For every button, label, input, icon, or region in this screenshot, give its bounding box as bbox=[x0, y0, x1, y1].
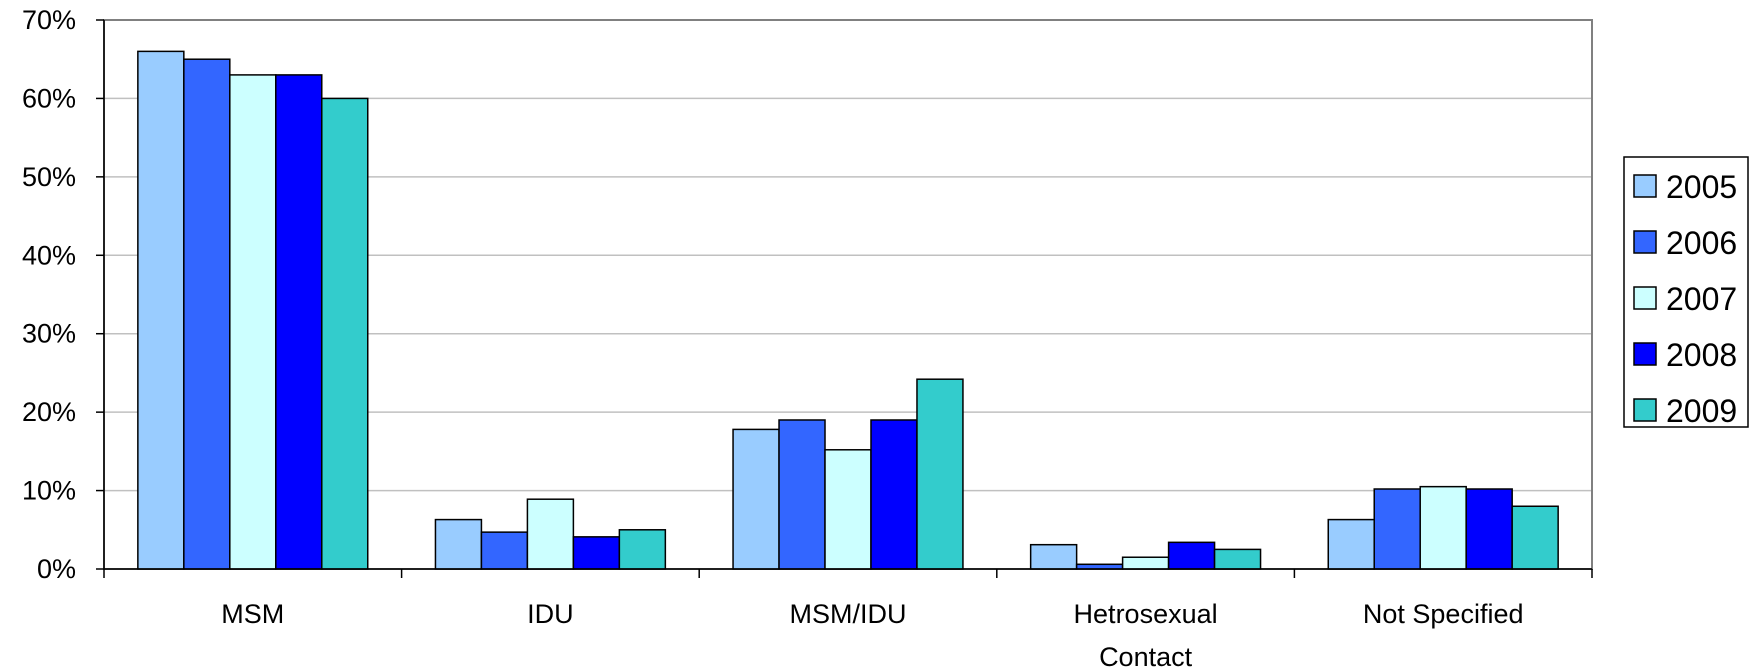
x-category-label: IDU bbox=[527, 599, 574, 629]
legend-swatch-2007 bbox=[1633, 286, 1657, 310]
bar-2005-cat4 bbox=[1327, 518, 1375, 570]
bars bbox=[137, 50, 1559, 570]
x-category-label: Hetrosexual Contact bbox=[1074, 599, 1218, 672]
bar-2009-cat2 bbox=[916, 378, 964, 570]
bar-2008-cat4 bbox=[1465, 488, 1513, 570]
bar-2008-cat2 bbox=[870, 419, 918, 570]
bar-2005-cat2 bbox=[732, 428, 780, 570]
legend-swatch-2008 bbox=[1633, 342, 1657, 366]
bar-2008-cat1 bbox=[572, 536, 621, 570]
bar-2005-cat0 bbox=[137, 50, 185, 570]
x-category-label: MSM bbox=[221, 599, 284, 629]
bar-2008-cat3 bbox=[1167, 541, 1216, 570]
bar-2007-cat2 bbox=[824, 449, 872, 570]
axes bbox=[103, 20, 1592, 570]
bar-2008-cat0 bbox=[275, 74, 323, 570]
legend-label-2008: 2008 bbox=[1666, 337, 1737, 373]
bar-2007-cat4 bbox=[1419, 485, 1467, 570]
x-category-label: Not Specified bbox=[1363, 599, 1524, 629]
bar-2006-cat1 bbox=[480, 531, 529, 570]
bar-2006-cat2 bbox=[778, 419, 826, 570]
y-tick-label: 0% bbox=[37, 554, 76, 584]
bar-2007-cat0 bbox=[229, 74, 277, 570]
bar-2005-cat1 bbox=[434, 518, 483, 570]
legend-swatch-2006 bbox=[1633, 230, 1657, 254]
y-tick-label: 70% bbox=[22, 5, 76, 35]
bar-2007-cat1 bbox=[526, 498, 575, 570]
y-tick-label: 20% bbox=[22, 397, 76, 427]
bar-2005-cat3 bbox=[1029, 543, 1078, 570]
y-axis-ticks: 0% 10% 20% 30% 40% 50% 60% 70% bbox=[22, 5, 104, 584]
bar-2006-cat0 bbox=[183, 58, 231, 570]
legend-label-2009: 2009 bbox=[1666, 393, 1737, 429]
y-tick-label: 50% bbox=[22, 162, 76, 192]
bar-2009-cat4 bbox=[1511, 505, 1559, 570]
x-category-label: MSM/IDU bbox=[790, 599, 907, 629]
y-tick-label: 10% bbox=[22, 476, 76, 506]
legend: 2005 2006 2007 2008 2009 bbox=[1623, 156, 1749, 429]
legend-label-2007: 2007 bbox=[1666, 281, 1737, 317]
legend-swatch-2005 bbox=[1633, 174, 1657, 198]
bar-2009-cat3 bbox=[1213, 548, 1262, 570]
x-axis-categories: MSM IDU MSM/IDU Hetrosexual Contact Not Speci… bbox=[103, 569, 1593, 672]
legend-swatch-2009 bbox=[1633, 398, 1657, 422]
legend-label-2006: 2006 bbox=[1666, 225, 1737, 261]
legend-label-2005: 2005 bbox=[1666, 169, 1737, 205]
y-tick-label: 60% bbox=[22, 83, 76, 113]
y-tick-label: 40% bbox=[22, 240, 76, 270]
y-tick-label: 30% bbox=[22, 319, 76, 349]
bar-2006-cat4 bbox=[1373, 488, 1421, 570]
bar-2007-cat3 bbox=[1121, 556, 1170, 570]
bar-2009-cat1 bbox=[618, 529, 667, 570]
bar-2009-cat0 bbox=[321, 97, 369, 570]
